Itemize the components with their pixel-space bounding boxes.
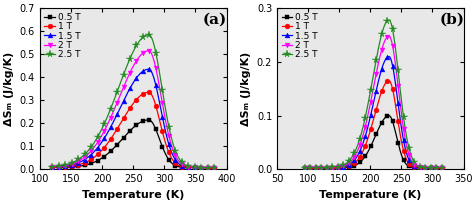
- Text: (a): (a): [202, 13, 226, 27]
- Y-axis label: ΔSₘ (J/kg/K): ΔSₘ (J/kg/K): [241, 52, 251, 126]
- Legend: 0.5 T, 1 T, 1.5 T, 2 T, 2.5 T: 0.5 T, 1 T, 1.5 T, 2 T, 2.5 T: [42, 11, 82, 61]
- X-axis label: Temperature (K): Temperature (K): [318, 190, 421, 200]
- Y-axis label: ΔSₘ (J/kg/K): ΔSₘ (J/kg/K): [4, 52, 14, 126]
- X-axis label: Temperature (K): Temperature (K): [82, 190, 184, 200]
- Legend: 0.5 T, 1 T, 1.5 T, 2 T, 2.5 T: 0.5 T, 1 T, 1.5 T, 2 T, 2.5 T: [279, 11, 319, 61]
- Text: (b): (b): [438, 13, 463, 27]
